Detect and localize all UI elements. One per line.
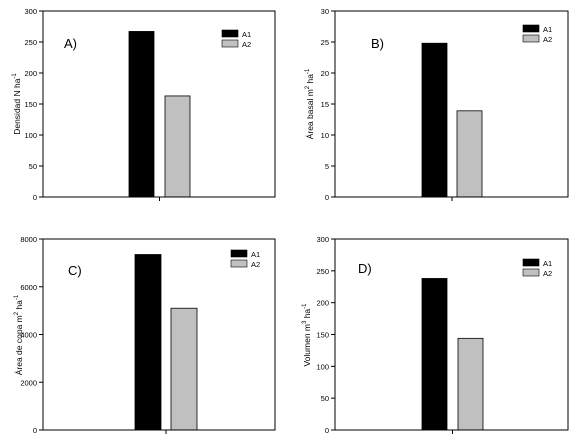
legend-label-a2: A2 — [242, 40, 251, 49]
legend-label-a1: A1 — [543, 25, 552, 34]
y-tick-label: 30 — [321, 7, 329, 16]
panel-c: C) Área de copa m2 ha-1 0 2000 4000 6000 800… — [14, 235, 276, 435]
y-axis-label-main: Área de copa m — [14, 315, 24, 375]
bar-a1 — [128, 31, 155, 198]
bar-a2 — [164, 95, 191, 198]
y-tick-label: 50 — [321, 394, 329, 403]
legend-label-a1: A1 — [242, 30, 251, 39]
y-tick-label: 10 — [321, 131, 329, 140]
panel-label: C) — [68, 263, 82, 278]
y-axis-label-superscript: 2 — [305, 85, 311, 89]
y-tick-label: 0 — [325, 193, 329, 202]
y-tick-label: 25 — [321, 38, 329, 47]
plot-frame — [42, 10, 276, 198]
y-tick-label: 100 — [316, 362, 329, 371]
y-axis-label-tail-superscript: -1 — [305, 68, 311, 74]
y-axis-label-tail-superscript: -1 — [14, 294, 20, 300]
legend-swatch-a2 — [522, 34, 540, 43]
bar-a1 — [134, 254, 162, 431]
y-tick-label: 250 — [24, 38, 37, 47]
y-tick-label: 300 — [24, 7, 37, 16]
bar-a2 — [170, 307, 198, 431]
legend-swatch-a2 — [522, 268, 540, 277]
panel-label: A) — [64, 36, 77, 51]
y-tick-label: 8000 — [20, 235, 37, 244]
panel-label: D) — [358, 261, 372, 276]
y-tick-label: 300 — [316, 235, 329, 244]
y-tick-label: 150 — [316, 331, 329, 340]
y-axis-label: Área de copa m2 ha-1 — [14, 294, 24, 375]
y-tick-label: 50 — [29, 162, 37, 171]
legend-label-a2: A2 — [543, 269, 552, 278]
y-tick-label: 2000 — [20, 378, 37, 387]
y-axis-label-tail: ha — [302, 309, 312, 321]
bar-a1 — [421, 278, 448, 431]
y-axis-label-superscript: -1 — [12, 73, 18, 79]
legend-swatch-a1 — [230, 249, 248, 258]
legend-label-a1: A1 — [543, 259, 552, 268]
y-tick-label: 200 — [24, 69, 37, 78]
legend-swatch-a1 — [522, 24, 540, 33]
y-tick-label: 250 — [316, 267, 329, 276]
y-axis-label-tail: ha — [305, 74, 315, 86]
y-tick-label: 4000 — [20, 331, 37, 340]
y-tick-label: 100 — [24, 131, 37, 140]
y-axis-label-tail-superscript: -1 — [302, 303, 308, 309]
y-axis-label-main: Densidad N ha — [12, 78, 22, 135]
y-axis-label: Volumen m3 ha-1 — [302, 303, 312, 367]
legend-label-a2: A2 — [251, 260, 260, 269]
y-axis-label-main: Volumen m — [302, 324, 312, 367]
bar-a1 — [421, 42, 448, 198]
y-axis-label-superscript: 2 — [14, 311, 20, 315]
legend-label-a2: A2 — [543, 35, 552, 44]
y-tick-label: 6000 — [20, 283, 37, 292]
legend-swatch-a2 — [230, 259, 248, 268]
y-tick-label: 0 — [33, 426, 37, 435]
y-axis-label-main: Área basal m — [305, 89, 315, 139]
y-tick-label: 15 — [321, 100, 329, 109]
panel-label: B) — [371, 36, 384, 51]
y-tick-label: 0 — [33, 193, 37, 202]
legend-swatch-a2 — [221, 39, 239, 48]
y-axis-label-superscript: 3 — [302, 320, 308, 324]
y-tick-label: 150 — [24, 100, 37, 109]
y-tick-label: 5 — [325, 162, 329, 171]
y-tick-label: 20 — [321, 69, 329, 78]
bar-a2 — [457, 337, 484, 431]
panel-d: D) Volumen m3 ha-1 0 50 100 150 200 250 300 A1A… — [302, 235, 569, 435]
y-axis-label: Área basal m2 ha-1 — [305, 68, 315, 139]
y-tick-label: 200 — [316, 299, 329, 308]
legend-swatch-a1 — [221, 29, 239, 38]
bar-a2 — [456, 110, 483, 198]
y-axis-label-tail: ha — [14, 300, 24, 312]
y-tick-label: 0 — [325, 426, 329, 435]
legend-swatch-a1 — [522, 258, 540, 267]
y-axis-label: Densidad N ha-1 — [12, 73, 22, 135]
legend-label-a1: A1 — [251, 250, 260, 259]
panel-a: A) Densidad N ha-1 0 50 100 150 200 250 300 A1A… — [12, 7, 276, 202]
